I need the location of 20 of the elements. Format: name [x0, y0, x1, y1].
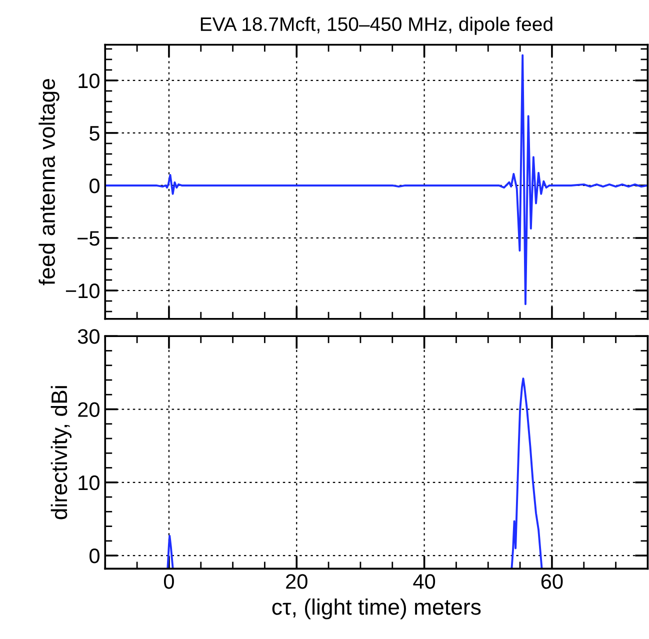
y-tick-label: 0 — [90, 548, 100, 564]
y-tick-label: −5 — [78, 231, 100, 246]
y-tick-label: 20 — [78, 402, 100, 418]
x-axis-title: cτ, (light time) meters — [272, 598, 481, 620]
chart-title: EVA 18.7Mcft, 150–450 MHz, dipole feed — [200, 16, 552, 35]
y-tick-label: 5 — [90, 126, 100, 141]
y-tick-label: 10 — [78, 475, 100, 490]
y-tick-label: −10 — [66, 284, 100, 298]
x-tick-label: 60 — [541, 574, 563, 589]
y-axis-title: feed antenna voltage — [38, 78, 60, 286]
x-tick-label: 40 — [413, 574, 436, 589]
line-series — [105, 54, 648, 306]
line-series — [166, 534, 174, 569]
x-tick-label: 0 — [164, 574, 174, 589]
y-tick-label: 30 — [78, 329, 100, 344]
y-axis-title: directivity, dBi — [50, 386, 72, 520]
x-tick-label: 20 — [286, 574, 308, 589]
y-tick-label: 0 — [90, 178, 100, 194]
line-series — [510, 378, 543, 569]
y-tick-label: 10 — [78, 73, 100, 88]
